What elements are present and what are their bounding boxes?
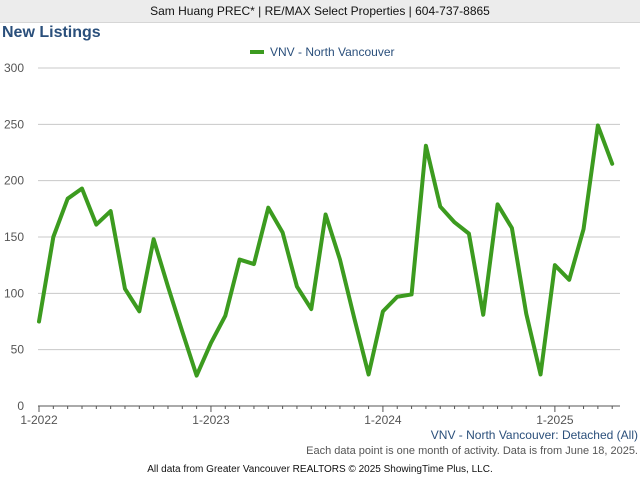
data-point-21 — [339, 259, 341, 261]
data-point-10 — [181, 331, 183, 333]
data-point-3 — [81, 188, 83, 190]
data-source-footer: All data from Greater Vancouver REALTORS… — [147, 464, 493, 475]
data-point-4 — [95, 224, 97, 226]
data-point-37 — [568, 279, 570, 281]
x-tick-label-1-2023: 1-2023 — [192, 413, 230, 427]
data-point-17 — [282, 231, 284, 233]
chart-legend: VNV - North Vancouver — [250, 45, 395, 59]
data-point-32 — [497, 203, 499, 205]
data-point-7 — [138, 310, 140, 312]
data-point-26 — [411, 293, 413, 295]
data-note: Each data point is one month of activity… — [306, 445, 638, 457]
data-point-22 — [353, 317, 355, 319]
series-line-0 — [37, 123, 615, 378]
data-point-18 — [296, 286, 298, 288]
data-point-15 — [253, 263, 255, 265]
x-tick-label-1-2024: 1-2024 — [364, 413, 402, 427]
y-tick-label-200: 200 — [4, 174, 24, 188]
data-point-11 — [196, 375, 198, 377]
data-point-34 — [525, 313, 527, 315]
data-point-40 — [611, 163, 613, 165]
data-point-30 — [468, 233, 470, 235]
data-point-8 — [153, 238, 155, 240]
data-point-19 — [310, 308, 312, 310]
data-point-1 — [52, 236, 54, 238]
agent-header-bar: Sam Huang PREC* | RE/MAX Select Properti… — [0, 0, 640, 23]
data-point-24 — [382, 310, 384, 312]
chart-subtitle: VNV - North Vancouver: Detached (All) — [430, 428, 638, 442]
data-point-35 — [540, 373, 542, 375]
data-point-29 — [454, 221, 456, 223]
data-point-23 — [368, 373, 370, 375]
chart-title: New Listings — [2, 24, 101, 41]
data-point-16 — [267, 207, 269, 209]
y-tick-label-100: 100 — [4, 286, 24, 300]
legend-label-vnv: VNV - North Vancouver — [270, 45, 395, 59]
data-point-39 — [597, 124, 599, 126]
data-point-0 — [38, 321, 40, 322]
data-point-6 — [124, 288, 126, 290]
data-point-36 — [554, 264, 556, 266]
data-point-9 — [167, 286, 169, 288]
y-tick-label-250: 250 — [4, 117, 24, 131]
data-point-20 — [325, 213, 327, 215]
data-point-31 — [482, 314, 484, 316]
data-point-12 — [210, 342, 212, 344]
data-point-38 — [583, 228, 585, 230]
data-point-27 — [425, 145, 427, 147]
data-point-14 — [239, 259, 241, 261]
y-tick-label-300: 300 — [4, 61, 24, 75]
agent-contact-text: Sam Huang PREC* | RE/MAX Select Properti… — [150, 4, 490, 18]
y-tick-label-50: 50 — [11, 343, 25, 357]
data-point-13 — [224, 315, 226, 317]
data-point-33 — [511, 227, 513, 229]
data-point-25 — [396, 296, 398, 298]
data-point-28 — [439, 206, 441, 208]
x-tick-label-1-2025: 1-2025 — [536, 413, 574, 427]
legend-swatch-vnv — [250, 50, 264, 54]
y-tick-label-150: 150 — [4, 230, 24, 244]
data-point-5 — [110, 210, 112, 212]
x-tick-label-1-2022: 1-2022 — [20, 413, 58, 427]
y-tick-label-0: 0 — [17, 399, 24, 413]
data-point-2 — [67, 198, 69, 200]
